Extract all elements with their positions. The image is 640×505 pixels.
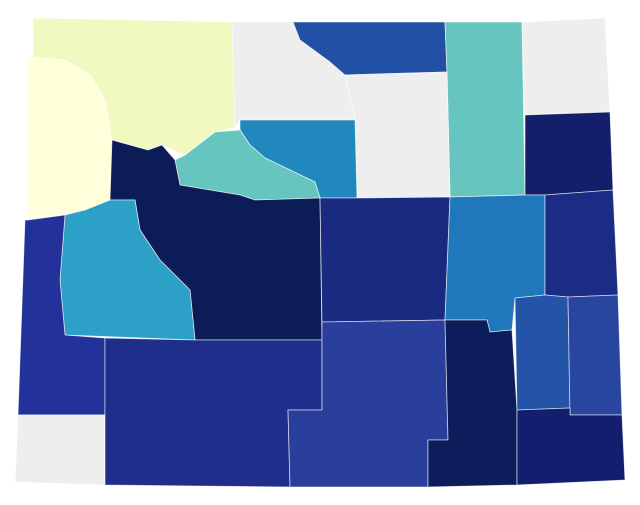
county [567,294,623,416]
county [544,189,619,298]
county [514,294,571,411]
county [516,407,626,486]
county [524,111,614,196]
county [444,21,526,198]
county [521,17,611,116]
county [344,71,451,199]
county [319,196,451,323]
county [14,414,106,486]
